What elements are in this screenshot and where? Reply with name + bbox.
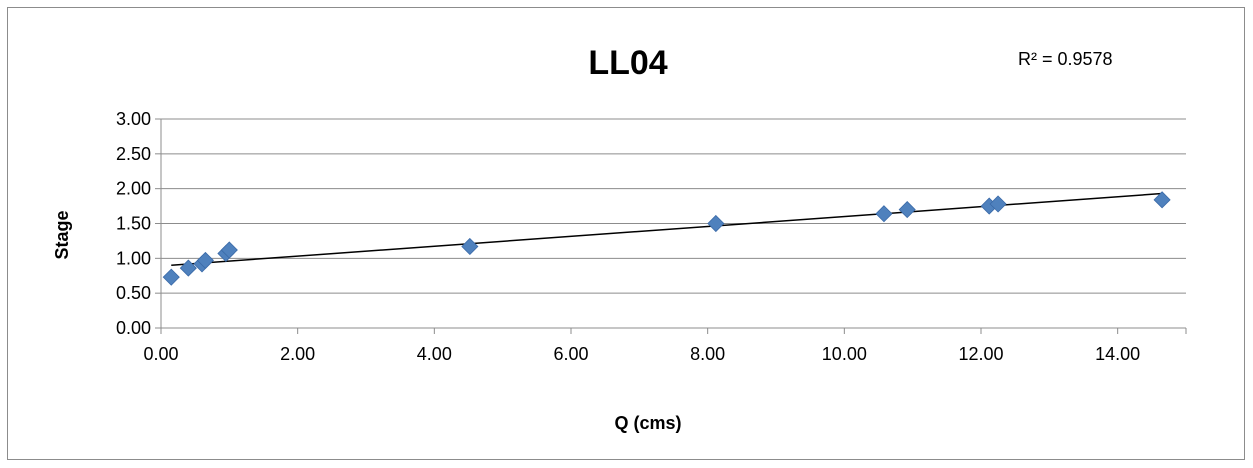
data-points [162, 191, 1171, 286]
x-tick-label: 2.00 [280, 344, 315, 364]
x-tick-label: 6.00 [553, 344, 588, 364]
y-tick-label: 1.50 [116, 214, 151, 234]
y-tick-label: 0.50 [116, 283, 151, 303]
x-tick-label: 4.00 [417, 344, 452, 364]
y-tick-label: 2.00 [116, 179, 151, 199]
data-point [875, 205, 893, 223]
data-point [989, 195, 1007, 213]
x-tick-labels: 0.00 2.00 4.00 6.00 8.00 10.00 12.00 14.00 [143, 344, 1140, 364]
data-point [162, 268, 180, 286]
y-tick-label: 0.00 [116, 318, 151, 338]
gridlines [161, 118, 1186, 294]
data-point [461, 237, 479, 256]
data-point [898, 201, 916, 219]
scatter-chart: 0.00 2.00 4.00 6.00 8.00 10.00 12.00 14.00 0.00… [52, 44, 1187, 433]
data-point [179, 259, 197, 277]
x-tick-label: 8.00 [690, 344, 725, 364]
y-tick-label: 3.00 [116, 109, 151, 129]
data-point [707, 214, 725, 233]
trendline [171, 192, 1163, 267]
x-tick-label: 12.00 [958, 344, 1003, 364]
axes [155, 118, 1187, 334]
chart-area: 0.00 2.00 4.00 6.00 8.00 10.00 12.00 14.00 0.00… [7, 7, 1245, 460]
x-axis-title: Q (cms) [614, 413, 681, 433]
r-squared-label: R² = 0.9578 [1018, 49, 1113, 69]
data-point [196, 251, 214, 269]
trendline-group [171, 192, 1163, 267]
chart-title: LL04 [588, 44, 667, 82]
x-tick-label: 0.00 [143, 344, 178, 364]
data-point [220, 241, 238, 259]
x-tick-label: 14.00 [1095, 344, 1140, 364]
y-tick-label: 1.00 [116, 248, 151, 268]
y-tick-labels: 0.00 0.50 1.00 1.50 2.00 2.50 3.00 [116, 109, 151, 338]
data-point [1153, 191, 1171, 209]
y-tick-label: 2.50 [116, 144, 151, 164]
y-axis-title: Stage [52, 210, 72, 259]
x-tick-label: 10.00 [822, 344, 867, 364]
